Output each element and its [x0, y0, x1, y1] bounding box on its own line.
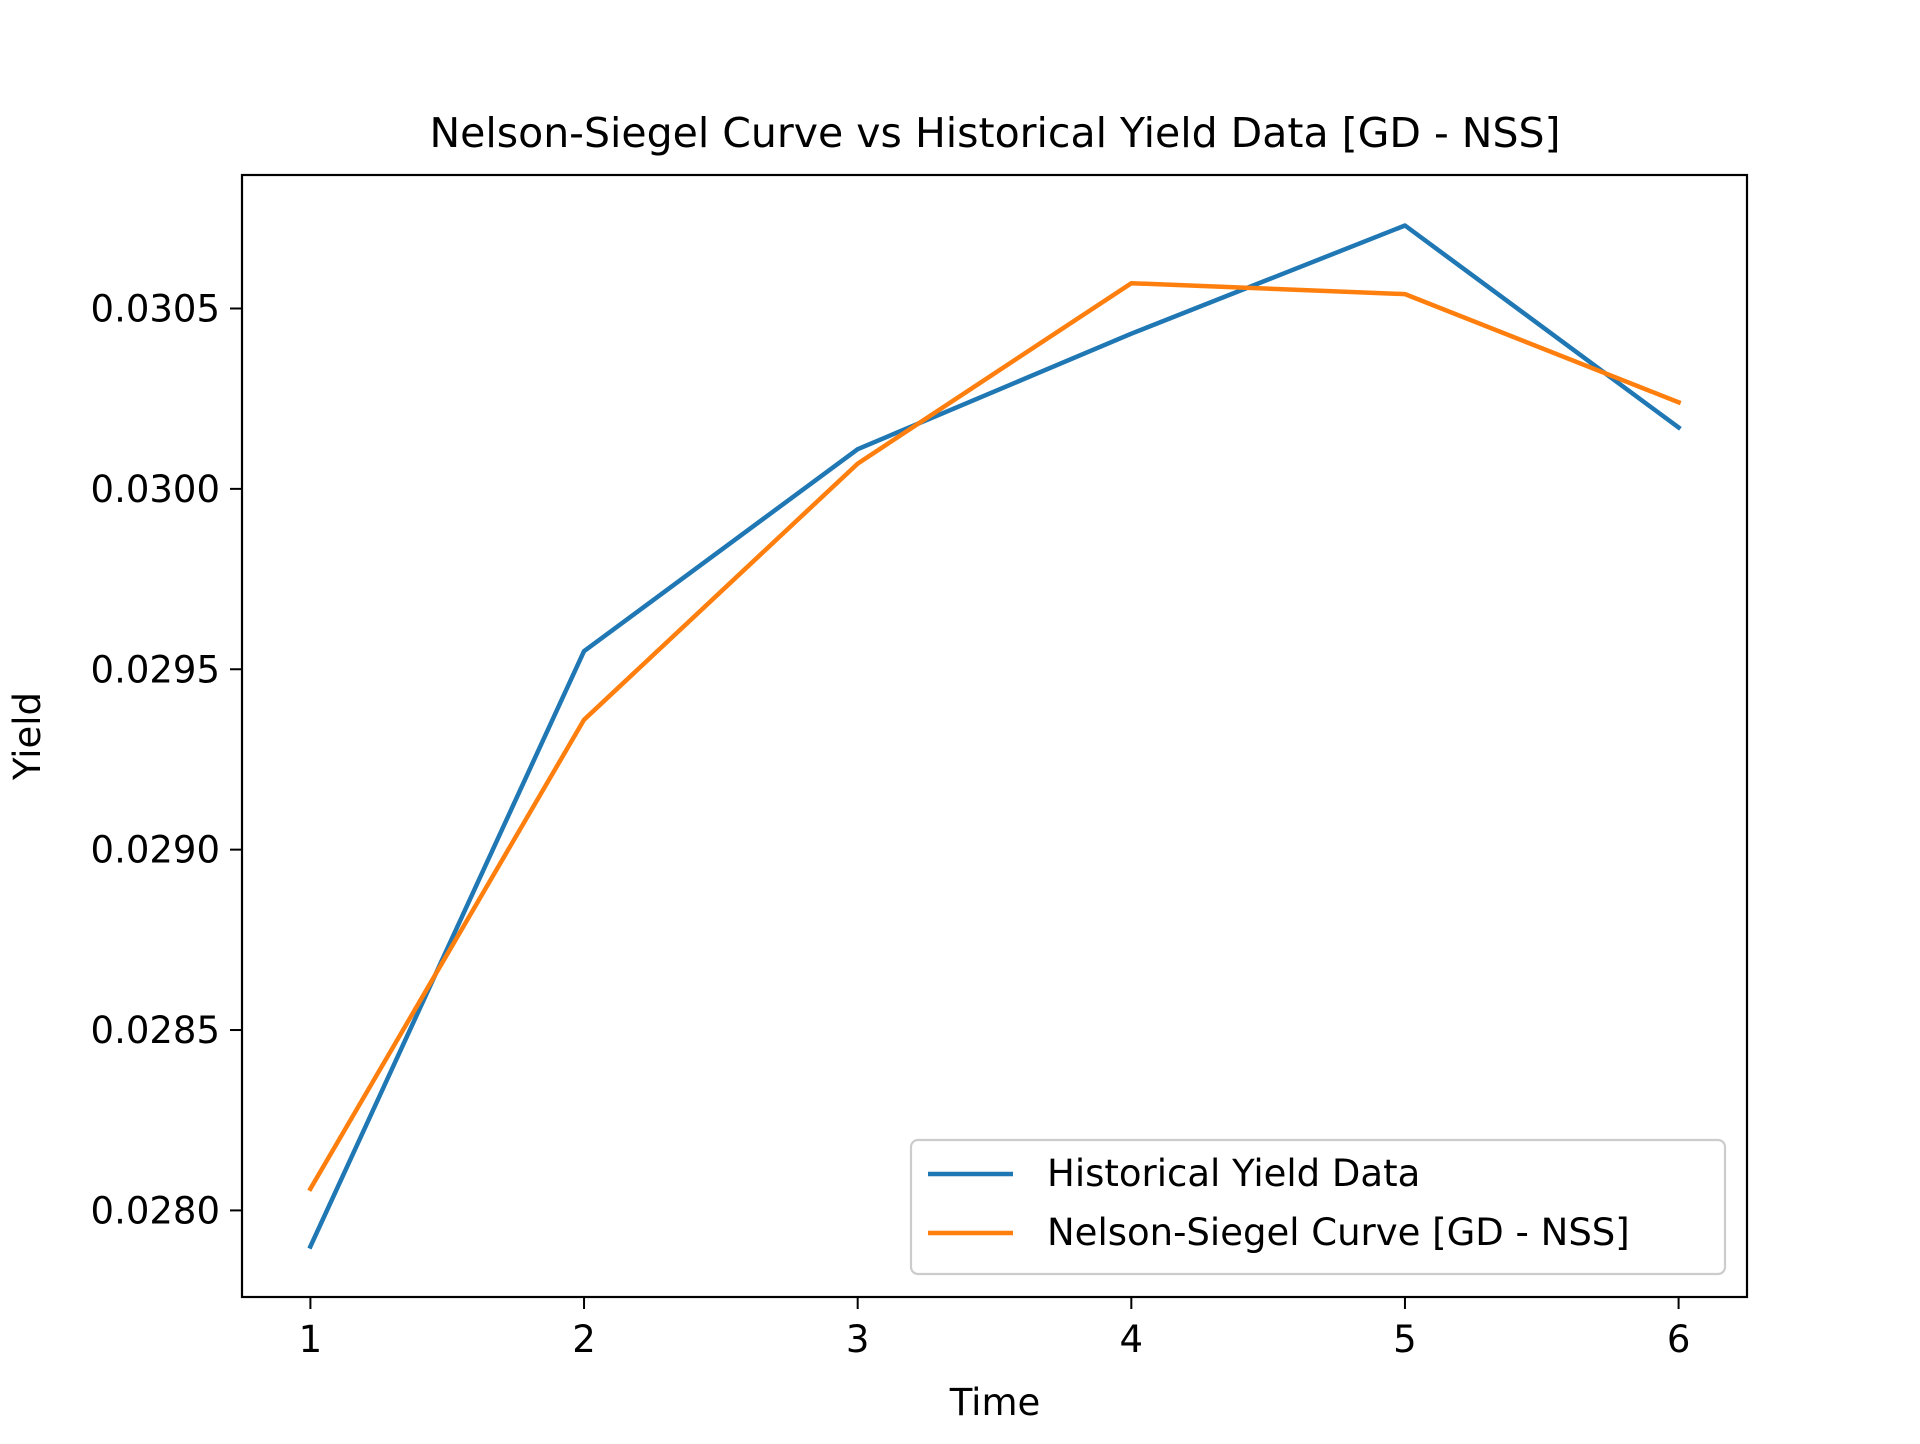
y-tick-label-5: 0.0305 — [91, 287, 220, 330]
x-tick-label-0: 1 — [299, 1318, 323, 1361]
y-tick-label-0: 0.0280 — [91, 1189, 220, 1232]
y-tick-label-1: 0.0285 — [91, 1009, 220, 1052]
y-tick-label-3: 0.0295 — [91, 648, 220, 691]
legend-label-historical: Historical Yield Data — [1047, 1152, 1420, 1195]
x-tick-label-5: 6 — [1667, 1318, 1691, 1361]
x-tick-label-4: 5 — [1393, 1318, 1417, 1361]
x-tick-label-3: 4 — [1120, 1318, 1144, 1361]
legend: Historical Yield Data Nelson-Siegel Curv… — [911, 1140, 1725, 1274]
legend-label-nelson-siegel: Nelson-Siegel Curve [GD - NSS] — [1047, 1211, 1630, 1254]
x-tick-label-2: 3 — [846, 1318, 870, 1361]
y-tick-label-2: 0.0290 — [91, 829, 220, 872]
y-tick-label-4: 0.0300 — [91, 468, 220, 511]
chart-title: Nelson-Siegel Curve vs Historical Yield … — [429, 109, 1560, 157]
x-axis-label: Time — [949, 1381, 1041, 1424]
x-tick-label-1: 2 — [572, 1318, 596, 1361]
y-axis-label: Yield — [6, 692, 49, 781]
